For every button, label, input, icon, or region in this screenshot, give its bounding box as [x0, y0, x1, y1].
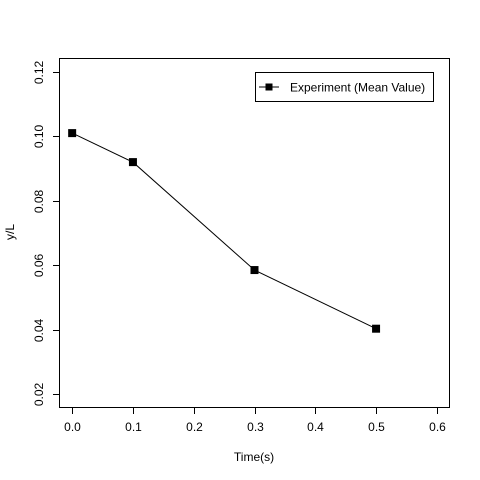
data-point — [68, 129, 76, 137]
y-axis-label: y/L — [3, 224, 17, 240]
y-tick-label: 0.06 — [32, 253, 46, 277]
y-tick-label: 0.10 — [32, 124, 46, 148]
x-tick-label: 0.5 — [368, 420, 385, 434]
y-tick-label: 0.08 — [32, 189, 46, 213]
y-axis: 0.02 0.04 0.06 0.08 0.10 0.12 — [32, 60, 60, 406]
x-tick-label: 0.2 — [186, 420, 203, 434]
y-tick-label: 0.02 — [32, 382, 46, 406]
series-layer — [68, 129, 380, 333]
legend-marker-square — [266, 84, 273, 91]
x-tick-label: 0.6 — [429, 420, 446, 434]
plot-frame — [60, 59, 450, 408]
legend: Experiment (Mean Value) — [256, 73, 434, 102]
y-tick-label: 0.12 — [32, 60, 46, 84]
data-point — [372, 325, 380, 333]
x-axis: 0.0 0.1 0.2 0.3 0.4 0.5 0.6 — [64, 407, 446, 434]
data-point — [129, 158, 137, 166]
x-tick-label: 0.0 — [64, 420, 81, 434]
y-tick-label: 0.04 — [32, 318, 46, 342]
x-axis-label: Time(s) — [234, 450, 274, 464]
data-point — [251, 266, 259, 274]
x-tick-label: 0.4 — [307, 420, 324, 434]
legend-entry-experiment: Experiment (Mean Value) — [290, 81, 425, 95]
x-tick-label: 0.1 — [125, 420, 142, 434]
series-line — [72, 133, 376, 329]
x-tick-label: 0.3 — [247, 420, 264, 434]
